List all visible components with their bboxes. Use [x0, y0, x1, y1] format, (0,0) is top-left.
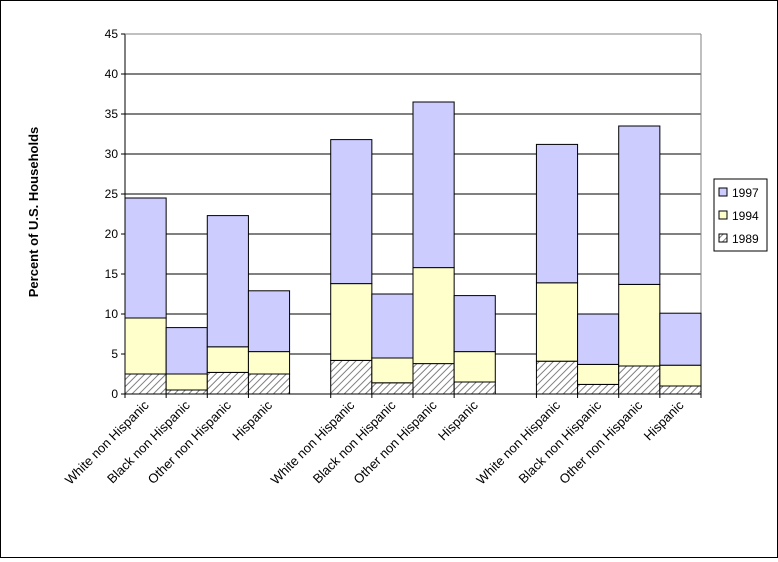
- bar-segment: [535, 143, 579, 284]
- x-tick-label: Hispanic: [435, 397, 481, 443]
- legend-swatch: [718, 187, 728, 197]
- bar-segment: [453, 351, 496, 383]
- y-tick-label: 20: [105, 227, 119, 241]
- y-tick-label: 40: [105, 67, 119, 81]
- bar-segment: [124, 373, 167, 395]
- bar-segment: [412, 363, 455, 395]
- bar-segment: [371, 357, 414, 384]
- bar-segment: [412, 101, 455, 269]
- bar-segment: [453, 381, 496, 395]
- bar-segment: [371, 382, 414, 395]
- bar-segment: [577, 383, 620, 395]
- bar-segment: [618, 365, 661, 395]
- y-axis-label: Percent of U.S. Households: [26, 127, 41, 297]
- x-tick-label: Hispanic: [641, 397, 687, 443]
- y-tick-label: 0: [111, 387, 118, 401]
- legend-label: 1997: [732, 186, 759, 200]
- bar-segment: [535, 282, 579, 362]
- legend-label: 1994: [732, 209, 759, 223]
- bar-segment: [659, 312, 702, 366]
- y-tick-label: 10: [105, 307, 119, 321]
- bar-segment: [330, 139, 373, 285]
- bar-segment: [618, 283, 661, 367]
- bar-segment: [412, 267, 455, 365]
- bar-segment: [577, 313, 620, 365]
- bar-segment: [165, 373, 208, 391]
- bar-segment: [659, 364, 702, 387]
- bar-segment: [247, 351, 291, 375]
- y-tick-label: 25: [105, 187, 119, 201]
- bar-segment: [535, 360, 579, 395]
- legend-swatch: [718, 210, 728, 220]
- bar-segment: [247, 373, 291, 395]
- bar-segment: [124, 317, 167, 375]
- bar-segment: [206, 371, 249, 395]
- bar-segment: [124, 197, 167, 319]
- bar-segment: [453, 295, 496, 353]
- bar-segment: [330, 283, 373, 361]
- y-tick-label: 45: [105, 27, 119, 41]
- y-tick-label: 15: [105, 267, 119, 281]
- bar-segment: [659, 385, 702, 395]
- bar-segment: [247, 290, 291, 353]
- bar-segment: [330, 359, 373, 395]
- bar-segment: [577, 363, 620, 385]
- bar-segment: [165, 327, 208, 375]
- bar-segment: [206, 215, 249, 348]
- legend-swatch: [718, 233, 728, 243]
- bar-segment: [618, 125, 661, 285]
- x-tick-label: Hispanic: [229, 397, 275, 443]
- y-tick-label: 35: [105, 107, 119, 121]
- legend-label: 1989: [732, 232, 759, 246]
- legend: 1997 1994 1989: [713, 178, 768, 252]
- y-tick-label: 5: [111, 347, 118, 361]
- bar-segment: [206, 346, 249, 373]
- bar-segment: [371, 293, 414, 359]
- bar-segment: [165, 389, 208, 395]
- y-tick-label: 30: [105, 147, 119, 161]
